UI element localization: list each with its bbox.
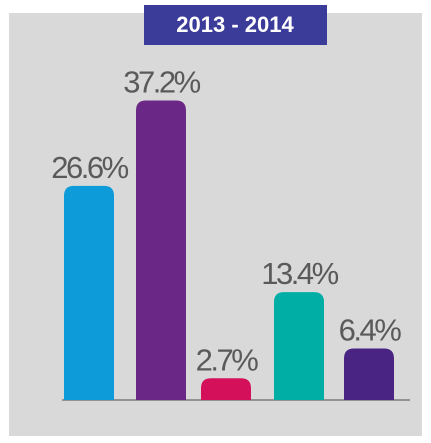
bar — [201, 378, 251, 400]
value-label: 26.6% — [51, 150, 128, 185]
value-label: 2.7% — [196, 342, 259, 377]
bar — [64, 185, 114, 400]
bar — [274, 292, 324, 400]
title-box — [144, 5, 327, 45]
value-label: 37.2% — [123, 65, 200, 100]
bar — [136, 100, 186, 400]
value-label: 6.4% — [339, 312, 402, 347]
value-label: 13.4% — [261, 256, 338, 291]
chart-title: 2013 - 2014 — [176, 12, 294, 37]
bar — [344, 348, 394, 400]
